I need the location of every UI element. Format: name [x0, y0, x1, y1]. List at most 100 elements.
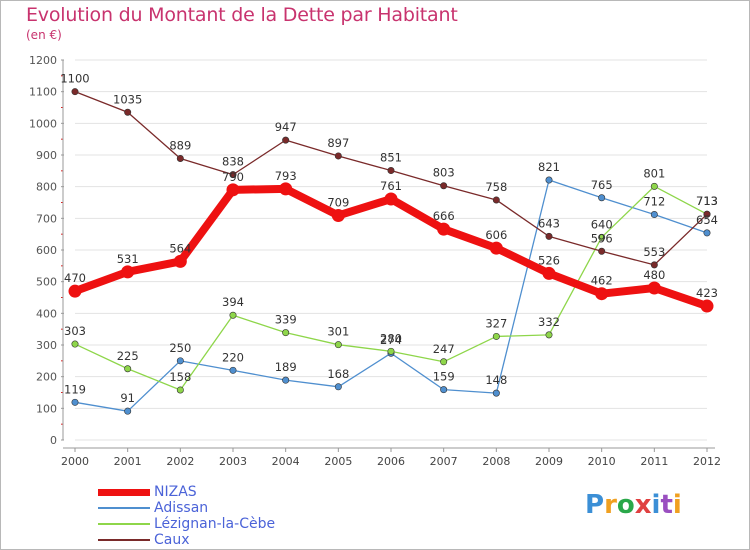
- x-tick-label: 2009: [535, 455, 563, 468]
- data-point: [71, 340, 79, 348]
- data-point: [700, 299, 714, 313]
- data-label: 712: [643, 195, 665, 209]
- data-label: 303: [64, 324, 86, 338]
- x-tick-label: 2011: [640, 455, 668, 468]
- data-point: [595, 287, 609, 301]
- data-label: 327: [485, 316, 507, 330]
- data-point: [334, 383, 342, 391]
- y-tick-label: 1000: [29, 117, 57, 130]
- y-tick-label: 800: [36, 181, 57, 194]
- data-point: [703, 210, 711, 218]
- data-point: [176, 357, 184, 365]
- y-tick-label: 600: [36, 244, 57, 257]
- data-label: 947: [275, 120, 297, 134]
- data-point: [440, 358, 448, 366]
- legend-label: Lézignan-la-Cèbe: [154, 516, 276, 532]
- data-label: 606: [485, 228, 507, 242]
- y-tick-label: 1200: [29, 54, 57, 67]
- y-tick-label: 400: [36, 307, 57, 320]
- data-point: [703, 229, 711, 237]
- data-label: 713: [696, 194, 718, 208]
- y-tick-label: 300: [36, 339, 57, 352]
- legend-swatch: [98, 523, 150, 525]
- data-label: 838: [222, 155, 244, 169]
- x-tick-label: 2006: [377, 455, 405, 468]
- legend-label: NIZAS: [154, 484, 197, 500]
- data-point: [229, 366, 237, 374]
- y-tick-label: 200: [36, 371, 57, 384]
- data-label: 761: [380, 179, 402, 193]
- data-point: [229, 171, 237, 179]
- data-label: 889: [169, 138, 191, 152]
- data-point: [492, 332, 500, 340]
- x-tick-label: 2002: [166, 455, 194, 468]
- data-point: [71, 88, 79, 96]
- data-label: 462: [591, 274, 613, 288]
- y-tick-label: 900: [36, 149, 57, 162]
- data-point: [282, 329, 290, 337]
- data-label: 159: [433, 370, 455, 384]
- data-point: [173, 254, 187, 268]
- data-point: [334, 341, 342, 349]
- data-label: 225: [117, 349, 139, 363]
- data-label: 189: [275, 360, 297, 374]
- data-label: 531: [117, 252, 139, 266]
- legend-item: NIZAS: [98, 484, 338, 500]
- data-point: [68, 284, 82, 298]
- data-label: 851: [380, 151, 402, 165]
- legend-swatch: [98, 489, 150, 496]
- data-point: [492, 196, 500, 204]
- data-label: 394: [222, 295, 244, 309]
- logo-letter: t: [660, 490, 673, 520]
- plot-area: [60, 55, 742, 450]
- data-point: [542, 266, 556, 280]
- data-point: [489, 241, 503, 255]
- data-point: [124, 108, 132, 116]
- logo-letter: i: [651, 490, 661, 520]
- data-label: 526: [538, 253, 560, 267]
- logo-letter: r: [604, 490, 617, 520]
- y-tick-label: 1100: [29, 86, 57, 99]
- data-point: [334, 152, 342, 160]
- data-label: 148: [485, 373, 507, 387]
- y-tick-label: 700: [36, 212, 57, 225]
- data-label: 897: [327, 136, 349, 150]
- data-label: 666: [433, 209, 455, 223]
- data-label: 280: [380, 331, 402, 345]
- data-point: [124, 407, 132, 415]
- x-tick-label: 2001: [114, 455, 142, 468]
- data-label: 168: [327, 367, 349, 381]
- data-point: [387, 167, 395, 175]
- data-label: 793: [275, 169, 297, 183]
- x-tick-label: 2003: [219, 455, 247, 468]
- data-label: 119: [64, 382, 86, 396]
- data-point: [598, 233, 606, 241]
- chart-title: Evolution du Montant de la Dette par Hab…: [26, 4, 458, 26]
- data-label: 1100: [60, 72, 89, 86]
- data-point: [282, 376, 290, 384]
- data-point: [282, 136, 290, 144]
- data-point: [226, 183, 240, 197]
- data-label: 274: [380, 333, 402, 347]
- y-tick-label: 500: [36, 276, 57, 289]
- data-point: [650, 211, 658, 219]
- data-label: 564: [169, 241, 191, 255]
- data-label: 301: [327, 325, 349, 339]
- data-point: [124, 365, 132, 373]
- data-label: 470: [64, 271, 86, 285]
- data-label: 480: [643, 268, 665, 282]
- data-label: 803: [433, 166, 455, 180]
- data-point: [437, 222, 451, 236]
- data-label: 596: [591, 231, 613, 245]
- data-point: [176, 154, 184, 162]
- legend-item: Adissan: [98, 500, 338, 516]
- legend-item: Caux: [98, 532, 338, 548]
- legend-label: Adissan: [154, 500, 209, 516]
- data-label: 423: [696, 286, 718, 300]
- data-label: 654: [696, 213, 718, 227]
- data-label: 1035: [113, 92, 142, 106]
- x-tick-label: 2004: [272, 455, 300, 468]
- legend-swatch: [98, 507, 150, 509]
- data-label: 709: [327, 195, 349, 209]
- data-label: 158: [169, 370, 191, 384]
